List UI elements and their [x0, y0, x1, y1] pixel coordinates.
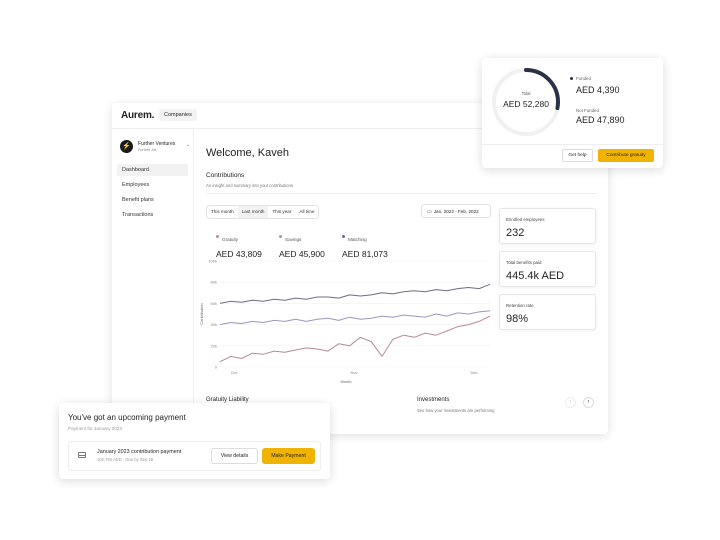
page-title: Welcome, Kaveh [206, 147, 289, 159]
stat-card-benefits-paid: Total benefits paid 445.4k AED [499, 251, 596, 287]
app-logo[interactable]: Aurem. [121, 110, 155, 121]
org-logo: ⚡ [120, 140, 133, 153]
org-switcher[interactable]: ⚡ Further Ventures Further Jet ⌄ [120, 140, 190, 156]
legend-value: AED 45,900 [279, 249, 325, 259]
upcoming-payment-card: You've got an upcoming payment Payment f… [59, 403, 330, 479]
y-tick-label: 0 [215, 365, 218, 370]
sidebar-item-employees[interactable]: Employees [122, 182, 150, 188]
y-tick-label: 100k [208, 259, 217, 264]
legend-label: Matching [348, 237, 367, 242]
payment-item-title: January 2023 contribution payment [97, 449, 182, 455]
investments-title: Investments [417, 397, 450, 403]
not-funded-value: AED 47,890 [576, 115, 625, 125]
view-details-button[interactable]: View details [211, 448, 258, 464]
payment-card-title: You've got an upcoming payment [68, 413, 186, 422]
y-axis-label: Contribution [200, 303, 204, 325]
top-bar: Aurem. Companies [112, 103, 608, 129]
get-help-button[interactable]: Get help [562, 149, 593, 162]
legend-label: Gratuity [222, 237, 239, 242]
funded-value: AED 4,390 [576, 85, 620, 95]
calendar-icon: ▭ [427, 209, 432, 215]
section-subtitle: An insight and summary into your contrib… [206, 183, 294, 188]
funding-donut-chart [492, 68, 560, 136]
sidebar-item-benefit-plans[interactable]: Benefit plans [122, 197, 154, 203]
legend-gratuity: Gratuity AED 43,809 [216, 228, 262, 259]
credit-card-icon [78, 452, 86, 458]
stat-value: 445.4k AED [506, 270, 565, 282]
legend-dot [342, 235, 345, 239]
stat-card-retention: Retention rate 98% [499, 294, 596, 330]
legend-matching: Matching AED 81,073 [342, 228, 388, 259]
investments-subtitle: See how your investments are performing [417, 408, 495, 413]
stat-label: Total benefits paid [506, 260, 542, 265]
legend-label: Savings [285, 237, 302, 242]
payment-row: January 2023 contribution payment 102,78… [68, 441, 321, 471]
legend-dot [216, 235, 219, 239]
contributions-line-chart: 100k 80k 60k 40k 20k 0 Oct Nov Dec Contribution Mo… [200, 259, 491, 384]
companies-button[interactable]: Companies [159, 109, 197, 121]
org-subtitle: Further Jet [138, 148, 157, 152]
legend-savings: Savings AED 45,900 [279, 228, 325, 259]
donut-funded-arc [492, 68, 560, 136]
x-tick-label: Oct [231, 370, 238, 375]
y-tick-label: 60k [211, 301, 217, 306]
donut-total-label: Total [521, 91, 531, 96]
sidebar: ⚡ Further Ventures Further Jet ⌄ Dashboa… [112, 129, 194, 434]
divider [206, 193, 596, 194]
series-line-savings [219, 310, 491, 326]
y-tick-label: 80k [211, 280, 217, 285]
sidebar-item-transactions[interactable]: Transactions [122, 212, 154, 218]
series-line-matching [219, 283, 491, 304]
tab-this-month[interactable]: This month [211, 209, 234, 214]
funded-dot [570, 77, 573, 81]
date-range-label: Jan, 2022 - Feb, 2022 [433, 209, 479, 214]
not-funded-label: Not Funded [576, 108, 599, 113]
x-tick-label: Dec [470, 370, 477, 375]
stat-label: Enrolled employees [506, 217, 545, 222]
x-axis-label: Month [340, 379, 351, 384]
next-arrow-button[interactable]: › [583, 397, 594, 408]
legend-value: AED 81,073 [342, 249, 388, 259]
payment-item-subtitle: 102,784 AED · Due by Sep 28 [97, 457, 154, 462]
range-tabs: This month Last month This year All time [206, 205, 320, 219]
stat-value: 232 [506, 227, 525, 239]
contribute-gratuity-button[interactable]: Contribute gratuity [598, 149, 654, 162]
divider [482, 144, 663, 145]
x-tick-label: Nov [350, 370, 357, 375]
main-content: Welcome, Kaveh Contributions An insight … [194, 129, 608, 434]
funded-label: Funded [570, 76, 591, 81]
section-title: Contributions [206, 172, 245, 179]
sidebar-item-dashboard[interactable]: Dashboard [117, 164, 188, 176]
make-payment-button[interactable]: Make Payment [262, 448, 315, 464]
tab-all-time[interactable]: All time [299, 209, 315, 214]
legend-dot [279, 235, 282, 239]
y-tick-label: 40k [211, 322, 217, 327]
series-line-gratuity [219, 315, 491, 363]
tab-last-month[interactable]: Last month [237, 206, 269, 218]
date-range-picker[interactable]: ▭ Jan, 2022 - Feb, 2022 [421, 204, 491, 218]
tab-this-year[interactable]: This year [272, 209, 292, 214]
org-name: Further Ventures [138, 141, 176, 147]
y-tick-label: 20k [211, 343, 217, 348]
stat-card-enrolled: Enrolled employees 232 [499, 208, 596, 244]
payment-card-subtitle: Payment for January 2023 [68, 426, 122, 431]
legend-value: AED 43,809 [216, 249, 262, 259]
prev-arrow-button[interactable]: ‹ [565, 397, 576, 408]
gratuity-liability-title: Gratuity Liability [206, 397, 249, 403]
funding-summary-card: Total AED 52,280 Funded AED 4,390 Not Fu… [482, 58, 663, 168]
donut-total-value: AED 52,280 [503, 99, 549, 109]
chevron-down-icon: ⌄ [186, 142, 191, 148]
stat-label: Retention rate [506, 303, 534, 308]
stat-value: 98% [506, 313, 529, 325]
